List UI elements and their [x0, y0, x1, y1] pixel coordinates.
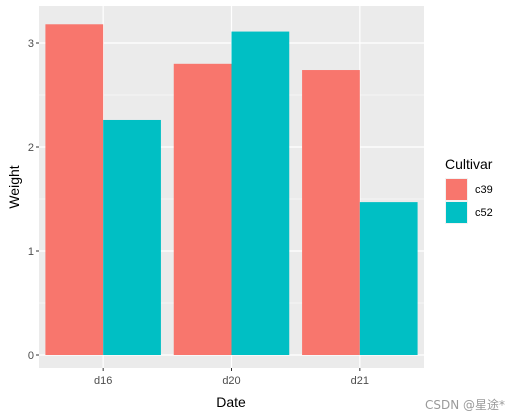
bar-c52-d20	[231, 31, 290, 356]
legend-key-c39	[446, 179, 467, 200]
bar-c39-d21	[302, 70, 360, 355]
y-axis: 0 1 2 3	[28, 38, 39, 362]
x-tick-label: d21	[351, 375, 369, 387]
x-axis-title: Date	[216, 394, 246, 410]
watermark: CSDN @星途*	[424, 398, 505, 412]
legend-key-c52	[446, 202, 467, 223]
legend-label-c39: c39	[475, 184, 493, 196]
x-tick-label: d16	[94, 375, 112, 387]
y-tick-label: 1	[28, 246, 34, 258]
y-tick-label: 0	[28, 350, 34, 362]
y-tick-label: 3	[28, 38, 34, 50]
y-tick-label: 2	[28, 142, 34, 154]
x-tick-label: d20	[222, 375, 240, 387]
x-axis: d16 d20 d21	[94, 368, 369, 387]
legend-title: Cultivar	[445, 156, 493, 172]
bars	[45, 24, 418, 356]
y-axis-title: Weight	[6, 165, 22, 208]
bar-c52-d16	[103, 119, 161, 356]
legend-label-c52: c52	[475, 207, 493, 219]
bar-c52-d21	[359, 202, 418, 355]
bar-c39-d16	[45, 24, 104, 356]
legend: Cultivar c39 c52	[445, 156, 493, 224]
bar-c39-d20	[173, 63, 232, 356]
